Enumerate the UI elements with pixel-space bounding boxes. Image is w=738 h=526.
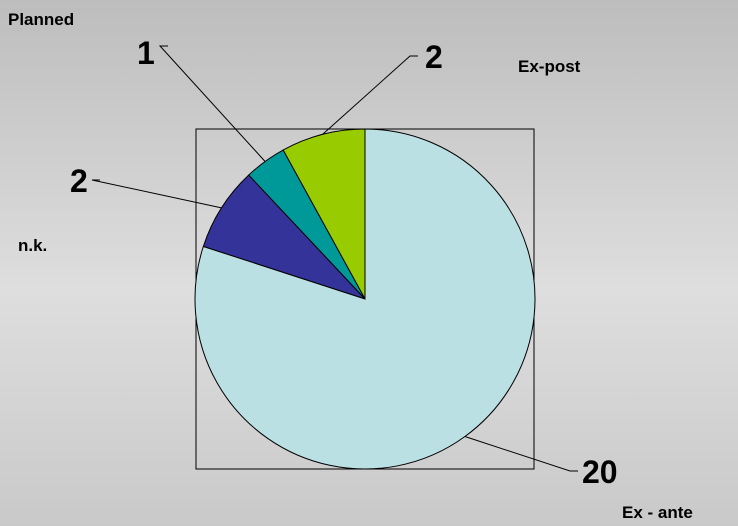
category-label-ex-ante: Ex - ante (622, 503, 693, 522)
category-label-n-k: n.k. (18, 236, 47, 255)
data-label-planned: 1 (137, 35, 155, 71)
leader-line-planned (158, 45, 266, 162)
pie-slices (194, 128, 536, 470)
leader-line-ex-ante (464, 436, 578, 472)
category-label-ex-post: Ex-post (518, 57, 581, 76)
leader-lines (91, 45, 578, 472)
data-label-n-k: 2 (70, 163, 88, 199)
leader-line-ex-post (322, 55, 418, 135)
data-label-ex-ante: 20 (582, 454, 618, 490)
category-label-planned: Planned (8, 10, 74, 29)
leader-line-n-k (91, 179, 222, 209)
pie-slice-ex-ante (194, 128, 536, 470)
data-label-ex-post: 2 (425, 39, 443, 75)
